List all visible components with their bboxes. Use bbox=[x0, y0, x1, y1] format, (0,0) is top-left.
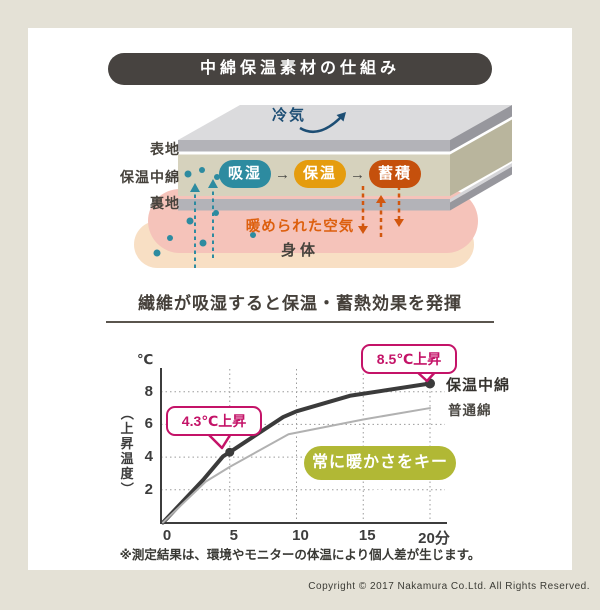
layer-label-outer-fabric: 表地 bbox=[150, 141, 180, 157]
cold-air-label: 冷気 bbox=[272, 107, 307, 124]
absorb-pill: 吸湿 bbox=[219, 160, 272, 188]
cold-air-arrowhead bbox=[336, 112, 346, 122]
warmed-air-label: 暖められた空気 bbox=[245, 219, 355, 235]
copyright: Copyright © 2017 Nakamura Co.Ltd. All Ri… bbox=[308, 581, 590, 592]
layer-label-padding: 保温中綿 bbox=[120, 169, 180, 185]
y-axis-label: （上昇温度） bbox=[119, 406, 135, 495]
footnote: ※測定結果は、環境やモニターの体温により個人差が生じます。 bbox=[119, 548, 481, 562]
lining-top-sliver bbox=[450, 163, 512, 203]
lining-front bbox=[178, 199, 450, 211]
padding-layer-side bbox=[450, 119, 512, 196]
outer-fabric-top-face bbox=[178, 105, 512, 140]
moisture-arrowheads bbox=[190, 179, 218, 192]
title-banner: 中綿保温素材の仕組み bbox=[108, 53, 492, 85]
moisture-dots bbox=[153, 167, 256, 257]
heat-arrows bbox=[361, 186, 401, 237]
series-line-1 bbox=[162, 407, 431, 524]
moisture-up-arrows bbox=[194, 188, 214, 268]
outer-fabric-front bbox=[178, 140, 450, 152]
layer-label-lining: 裏地 bbox=[150, 195, 180, 211]
fabric-slab bbox=[178, 105, 512, 211]
store-pill: 蓄積 bbox=[369, 160, 422, 188]
retain-pill: 保温 bbox=[294, 160, 347, 188]
subtitle: 繊維が吸湿すると保温・蓄熱効果を発揮 bbox=[106, 289, 494, 323]
page-title: 中綿保温素材の仕組み bbox=[199, 60, 400, 77]
annotation-callout-43: 4.3℃上昇 bbox=[166, 406, 262, 436]
outer-fabric-side bbox=[450, 105, 512, 152]
process-arrow-icon: → bbox=[350, 165, 366, 183]
annotation-callout-85: 8.5℃上昇 bbox=[361, 344, 457, 374]
subtitle-wrap: 繊維が吸湿すると保温・蓄熱効果を発揮 bbox=[0, 289, 600, 323]
legend-padding: 保温中綿 bbox=[446, 377, 511, 394]
data-point-marker bbox=[225, 447, 235, 457]
process-pill-row: 吸湿 → 保温 → 蓄積 bbox=[219, 160, 422, 188]
lining-side bbox=[450, 166, 512, 211]
chart-gridlines bbox=[161, 369, 445, 522]
body-label: 身体 bbox=[280, 242, 319, 259]
heat-arrowheads bbox=[358, 195, 404, 234]
process-arrow-icon: → bbox=[275, 165, 291, 183]
warmth-badge: 常に暖かさをキープ bbox=[304, 446, 456, 505]
y-axis-unit: ℃ bbox=[137, 352, 154, 367]
legend-cotton: 普通綿 bbox=[448, 403, 492, 418]
